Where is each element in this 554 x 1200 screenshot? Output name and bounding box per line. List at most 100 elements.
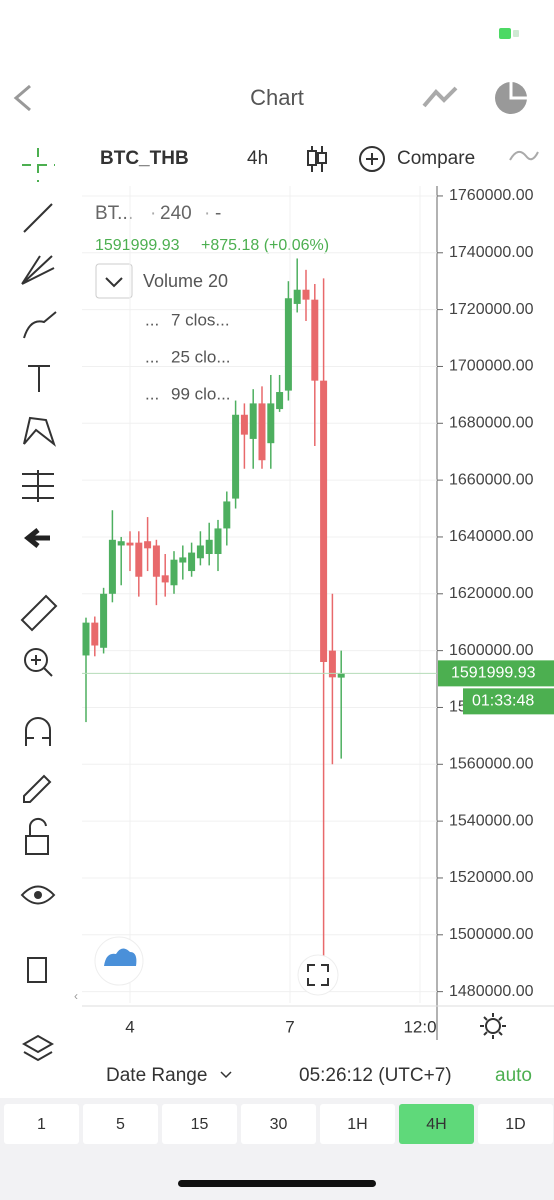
- candle-body: [135, 542, 143, 577]
- interval-label[interactable]: 30: [270, 1116, 288, 1133]
- indicators-icon[interactable]: [509, 150, 539, 161]
- candle-body: [188, 552, 196, 572]
- candle-body: [267, 403, 275, 444]
- candle-body: [144, 541, 152, 549]
- interval-label[interactable]: 5: [116, 1116, 125, 1133]
- symbol[interactable]: BTC_THB: [100, 148, 189, 169]
- measure-tool[interactable]: [22, 470, 54, 502]
- line-icon[interactable]: [422, 86, 458, 108]
- eye-pupil: [34, 891, 42, 899]
- candle-body: [240, 414, 248, 435]
- interval-button[interactable]: [320, 1104, 395, 1144]
- lock-drawing[interactable]: [23, 774, 52, 803]
- crosshair-tool[interactable]: [22, 148, 55, 182]
- text-tool[interactable]: [28, 365, 50, 392]
- interval-button[interactable]: [83, 1104, 158, 1144]
- eye-tool[interactable]: [20, 885, 56, 905]
- price-tag: [438, 660, 554, 687]
- zoom-tool[interactable]: [24, 648, 48, 672]
- delete-tool[interactable]: [27, 957, 47, 983]
- candle-body: [205, 539, 213, 555]
- countdown-tag: [463, 688, 554, 715]
- date-range[interactable]: Date Range: [106, 1065, 207, 1086]
- compare-icon[interactable]: [359, 146, 385, 172]
- line-tool[interactable]: [23, 203, 53, 233]
- home-indicator: [178, 1180, 376, 1187]
- hide-tools[interactable]: [23, 528, 50, 548]
- scroll-left[interactable]: ‹: [74, 989, 78, 1003]
- interval-label[interactable]: 1H: [347, 1116, 367, 1133]
- collapse-button[interactable]: [95, 263, 133, 299]
- candle-body: [320, 380, 328, 662]
- study-more: ...: [145, 310, 159, 329]
- legend-extra: -: [215, 203, 221, 224]
- interval-label[interactable]: 1D: [505, 1116, 525, 1133]
- date-range-chevron: [220, 1071, 232, 1079]
- pattern-tool[interactable]: [23, 416, 56, 447]
- candle-body: [232, 414, 240, 499]
- y-tick-label: 1740000.00: [449, 244, 534, 261]
- interval-button[interactable]: [162, 1104, 237, 1144]
- plot: 4 7 12:0 1760000.00 1740000.00 1720000.00 1700…: [82, 186, 554, 1040]
- legend-price: 1591999.93: [95, 237, 180, 254]
- auto-scale[interactable]: auto: [495, 1065, 532, 1086]
- settings-rays: [480, 1013, 506, 1039]
- candle-body: [91, 622, 99, 646]
- interval-label[interactable]: 4H: [426, 1116, 446, 1133]
- interval-label[interactable]: 1: [37, 1116, 46, 1133]
- title: Chart: [250, 85, 304, 110]
- candle-body: [284, 298, 292, 391]
- candle-body: [214, 528, 222, 555]
- compare[interactable]: Compare: [397, 148, 475, 169]
- settings-icon[interactable]: [485, 1018, 501, 1034]
- candle-body: [302, 289, 310, 300]
- y-tick-label: 15: [449, 699, 467, 716]
- interval-label[interactable]: 15: [191, 1116, 209, 1133]
- candle-body: [170, 559, 178, 586]
- brush-tool[interactable]: [23, 311, 57, 339]
- interval-button[interactable]: [399, 1104, 474, 1144]
- legend-dot: ·: [204, 203, 210, 224]
- candle-body: [258, 403, 266, 461]
- x-tick-label: 12:0: [403, 1017, 436, 1036]
- clock: 05:26:12 (UTC+7): [299, 1065, 452, 1086]
- ruler-tool[interactable]: [20, 594, 58, 632]
- candle-body: [249, 403, 257, 439]
- y-tick-label: 1480000.00: [449, 983, 534, 1000]
- y-tick-label: 1560000.00: [449, 756, 534, 773]
- legend-dot: ·: [150, 203, 156, 224]
- back-button[interactable]: [13, 84, 31, 112]
- study-name: 25 clo...: [171, 347, 231, 366]
- pie-icon-cut: [509, 82, 527, 100]
- candle-body: [196, 545, 204, 559]
- fullscreen-button[interactable]: [297, 954, 339, 996]
- candle-body: [276, 392, 284, 410]
- candle-body: [179, 557, 187, 563]
- unlock-tool[interactable]: [25, 835, 49, 855]
- legend-symbol: BT...: [95, 203, 133, 224]
- interval-button[interactable]: [241, 1104, 316, 1144]
- candle-body: [100, 593, 108, 648]
- candle-body: [82, 622, 90, 656]
- y-tick-label: 1500000.00: [449, 926, 534, 943]
- magnet-tool[interactable]: [25, 717, 51, 746]
- candle-body: [161, 575, 169, 583]
- price-tag-label: 1591999.93: [451, 665, 536, 682]
- candle-body: [152, 545, 160, 577]
- candle-body: [311, 299, 319, 381]
- interval-button[interactable]: [4, 1104, 79, 1144]
- candle-body: [223, 501, 231, 529]
- x-tick-label: 7: [285, 1017, 294, 1036]
- candle-body: [328, 650, 336, 678]
- compare-plus: [366, 153, 378, 165]
- fib-tool[interactable]: [21, 255, 55, 285]
- y-tick-label: 1680000.00: [449, 415, 534, 432]
- fullscreen-icon: [307, 964, 329, 986]
- layers-tool[interactable]: [21, 1034, 55, 1062]
- x-tick-label: 4: [125, 1017, 134, 1036]
- y-tick-label: 1600000.00: [449, 642, 534, 659]
- interval-button[interactable]: [478, 1104, 553, 1144]
- interval[interactable]: 4h: [247, 148, 268, 169]
